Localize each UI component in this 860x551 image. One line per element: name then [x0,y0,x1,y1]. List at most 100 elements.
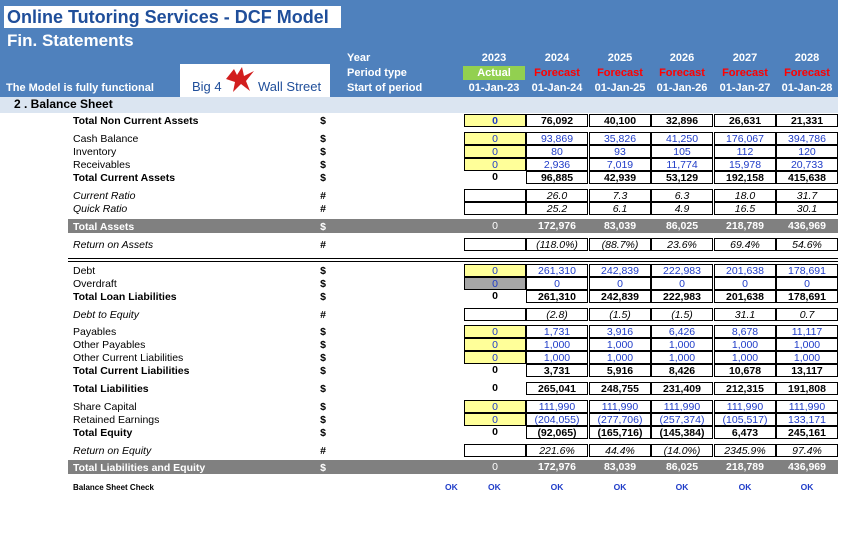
forecast-cell: 20,733 [776,158,838,171]
row-label-year: Year [347,52,371,64]
unit-symbol: $ [320,146,326,158]
forecast-cell: 436,969 [788,461,826,473]
actual-cell: 0 [464,413,526,426]
check-cell: OK [613,482,627,492]
forecast-cell: (257,374) [651,413,713,426]
forecast-cell: 245,161 [776,426,838,439]
forecast-cell: 248,755 [589,382,651,395]
unit-symbol: $ [320,326,326,338]
forecast-cell: (2.8) [526,308,588,321]
section-header: 2 . Balance Sheet [0,97,838,113]
year-header: 2024 [544,52,570,64]
forecast-cell: 16.5 [714,202,776,215]
row-label: Current Ratio [73,190,136,202]
row-label: Quick Ratio [73,203,128,215]
forecast-cell: 133,171 [776,413,838,426]
functional-note: The Model is fully functional [6,82,154,94]
unit-symbol: $ [320,339,326,351]
forecast-cell: 2,936 [526,158,588,171]
row-label: Share Capital [73,401,137,413]
period-type-header: Forecast [534,67,580,79]
unit-symbol: $ [320,159,326,171]
unit-symbol: $ [320,115,326,127]
forecast-cell: 41,250 [651,132,713,145]
forecast-cell: 32,896 [651,114,713,127]
unit-symbol: $ [320,365,326,377]
forecast-cell: 10,678 [714,364,776,377]
forecast-cell: 415,638 [776,171,838,184]
row-label: Total Assets [73,221,135,233]
forecast-cell: 1,000 [651,338,713,351]
forecast-cell: 265,041 [526,382,588,395]
forecast-cell: (145,384) [651,426,713,439]
row-label: Total Loan Liabilities [73,291,177,303]
period-type-header: Forecast [659,67,705,79]
forecast-cell: 1,000 [651,351,713,364]
forecast-cell: 1,000 [776,338,838,351]
model-title: Online Tutoring Services - DCF Model [4,6,341,28]
row-label: Other Payables [73,339,146,351]
forecast-cell: 218,789 [726,461,764,473]
unit-symbol: $ [320,401,326,413]
forecast-cell: 93 [589,145,651,158]
row-label: Total Current Assets [73,172,176,184]
forecast-cell: (118.0%) [526,238,588,251]
forecast-cell: 1,000 [526,351,588,364]
forecast-cell: 0 [589,277,651,290]
row-label: Return on Equity [73,445,152,457]
forecast-cell: 0 [651,277,713,290]
actual-cell: 0 [492,290,498,302]
forecast-cell: 35,826 [589,132,651,145]
year-header: 2023 [481,52,507,64]
forecast-cell: 3,916 [589,325,651,338]
check-cell: OK [738,482,752,492]
forecast-cell: 83,039 [603,220,637,232]
forecast-cell: 111,990 [589,400,651,413]
unit-symbol: # [320,445,326,457]
total-band [68,460,838,474]
start-date-header: 01-Jan-24 [531,82,583,94]
forecast-cell: 93,869 [526,132,588,145]
unit-symbol: $ [320,221,326,233]
forecast-cell: 1,000 [776,351,838,364]
unit-symbol: $ [320,427,326,439]
actual-cell: 0 [464,145,526,158]
year-header: 2025 [607,52,633,64]
row-label: Total Liabilities and Equity [73,462,206,474]
forecast-cell: 191,808 [776,382,838,395]
row-label: Total Equity [73,427,133,439]
forecast-cell: 23.6% [651,238,713,251]
row-label: Receivables [73,159,131,171]
row-label: Retained Earnings [73,414,160,426]
start-date-header: 01-Jan-23 [468,82,520,94]
unit-symbol: $ [320,383,326,395]
check-cell: OK [800,482,814,492]
forecast-cell: 0.7 [776,308,838,321]
forecast-cell: 0 [714,277,776,290]
forecast-cell: 5,916 [589,364,651,377]
actual-cell: 0 [492,382,498,394]
forecast-cell: 0 [776,277,838,290]
actual-cell: 0 [464,114,526,127]
forecast-cell: 201,638 [714,290,776,303]
forecast-cell: 31.1 [714,308,776,321]
row-label: Total Current Liabilities [73,365,190,377]
year-header: 2028 [794,52,820,64]
forecast-cell: 111,990 [714,400,776,413]
forecast-cell: 192,158 [714,171,776,184]
forecast-cell: 80 [526,145,588,158]
forecast-cell: (14.0%) [651,444,713,457]
forecast-cell: 30.1 [776,202,838,215]
row-label-start: Start of period [347,82,423,94]
actual-cell [464,202,526,215]
forecast-cell: 44.4% [589,444,651,457]
actual-cell [464,189,526,202]
forecast-cell: 4.9 [651,202,713,215]
actual-cell: 0 [464,158,526,171]
unit-symbol: $ [320,352,326,364]
actual-cell: 0 [492,364,498,376]
forecast-cell: 15,978 [714,158,776,171]
forecast-cell: 11,774 [651,158,713,171]
start-date-header: 01-Jan-25 [594,82,646,94]
forecast-cell: 6.3 [651,189,713,202]
